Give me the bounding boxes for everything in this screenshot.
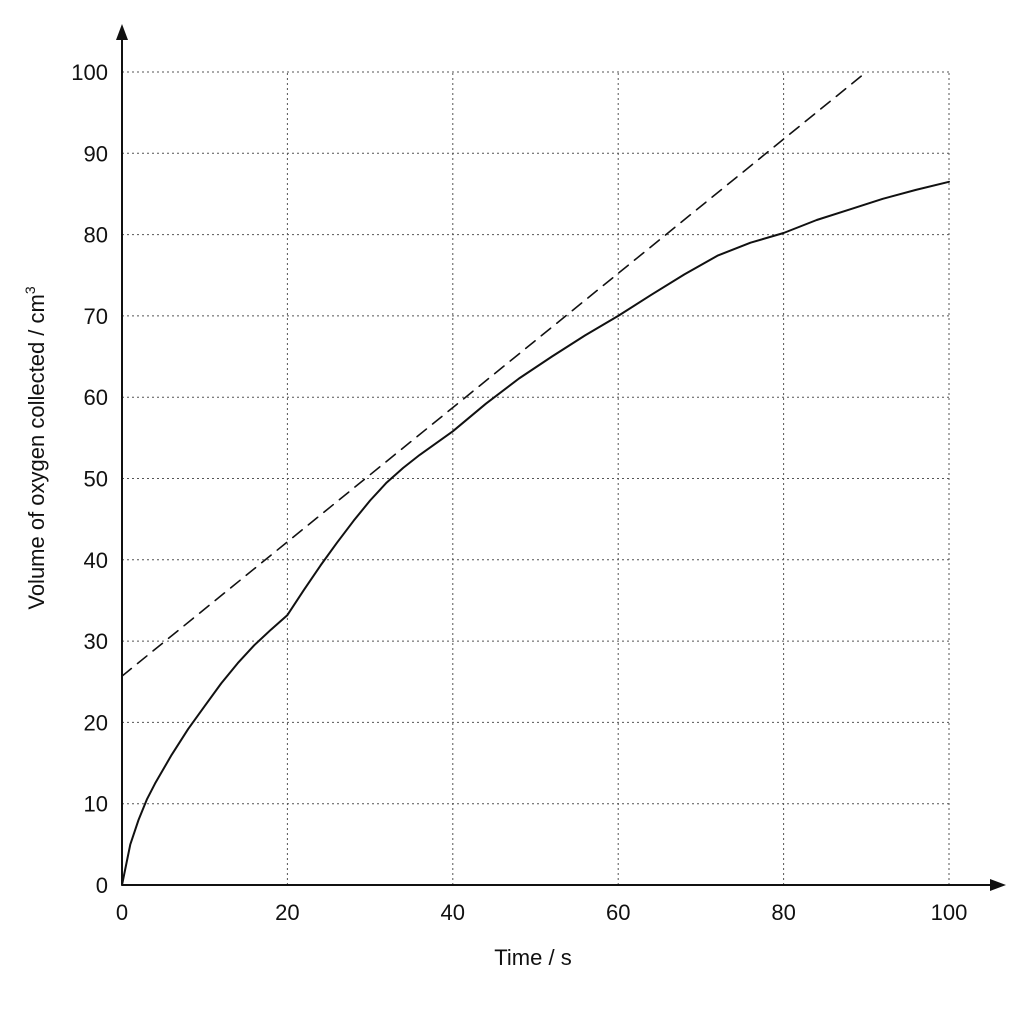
x-tick-label: 80 [771, 900, 795, 925]
y-axis-label-main: Volume of oxygen collected / cm [24, 294, 49, 610]
chart-tick-labels: 0 20 40 60 80 100 0 10 20 30 40 50 60 70 80 90 100 [71, 60, 967, 925]
y-tick-label: 90 [84, 141, 108, 166]
y-axis-arrow [116, 24, 128, 40]
x-tick-label: 0 [116, 900, 128, 925]
solid-curve [121, 180, 950, 886]
chart-grid [122, 71, 950, 885]
x-tick-label: 60 [606, 900, 630, 925]
y-tick-label: 60 [84, 385, 108, 410]
chart-axes [116, 24, 1006, 891]
y-tick-label: 40 [84, 548, 108, 573]
x-axis-arrow [990, 879, 1006, 891]
y-tick-label: 50 [84, 467, 108, 492]
y-tick-label: 10 [84, 792, 108, 817]
x-tick-label: 40 [441, 900, 465, 925]
x-axis-label: Time / s [494, 945, 571, 970]
y-tick-label: 20 [84, 710, 108, 735]
x-tick-label: 100 [931, 900, 968, 925]
y-tick-label: 0 [96, 873, 108, 898]
y-tick-label: 70 [84, 304, 108, 329]
dashed-line [121, 71, 868, 677]
y-axis-label-superscript: 3 [22, 286, 38, 294]
chart-series [121, 71, 950, 886]
y-tick-label: 100 [71, 60, 108, 85]
y-tick-label: 80 [84, 223, 108, 248]
y-axis-label: Volume of oxygen collected / cm3 [22, 286, 49, 610]
x-tick-label: 20 [275, 900, 299, 925]
y-tick-label: 30 [84, 629, 108, 654]
